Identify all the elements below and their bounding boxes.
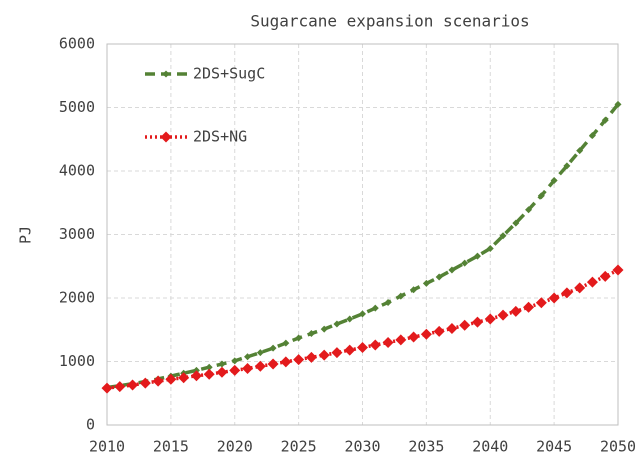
- data-point: [205, 363, 213, 371]
- data-point: [486, 244, 494, 252]
- legend-marker: [160, 131, 172, 143]
- y-tick-label: 5000: [59, 98, 95, 116]
- y-tick-label: 1000: [59, 352, 95, 370]
- data-point: [359, 310, 366, 318]
- data-point: [435, 273, 443, 281]
- legend-label: 2DS+SugC: [193, 65, 265, 83]
- data-point: [152, 375, 164, 387]
- data-point: [295, 334, 303, 342]
- data-point: [461, 259, 469, 267]
- data-point: [612, 264, 624, 276]
- data-point: [320, 325, 328, 333]
- data-point: [561, 287, 573, 299]
- data-point: [420, 328, 432, 340]
- data-point: [550, 177, 558, 185]
- data-point: [256, 349, 264, 357]
- data-point: [395, 334, 407, 346]
- data-point: [139, 377, 151, 389]
- data-point: [267, 358, 279, 370]
- data-point: [512, 219, 520, 227]
- data-point: [333, 320, 341, 328]
- data-point: [127, 379, 139, 391]
- data-point: [523, 301, 535, 313]
- data-point: [280, 356, 292, 368]
- data-point: [216, 366, 228, 378]
- y-tick-label: 2000: [59, 289, 95, 307]
- data-point: [563, 162, 571, 170]
- data-point: [229, 364, 241, 376]
- x-tick-label: 2020: [217, 438, 253, 456]
- x-tick-label: 2040: [472, 438, 508, 456]
- data-point: [369, 339, 381, 351]
- data-point: [101, 382, 113, 394]
- data-point: [307, 330, 315, 338]
- data-point: [459, 319, 471, 331]
- x-tick-label: 2010: [89, 438, 125, 456]
- data-point: [397, 292, 405, 300]
- data-point: [497, 309, 509, 321]
- data-point: [190, 370, 202, 382]
- data-point: [384, 298, 392, 306]
- data-point: [203, 368, 215, 380]
- data-point: [254, 360, 266, 372]
- y-tick-label: 0: [86, 416, 95, 434]
- data-point: [165, 373, 177, 385]
- data-point: [588, 131, 596, 139]
- x-tick-label: 2050: [600, 438, 636, 456]
- data-point: [410, 286, 418, 294]
- x-tick-label: 2015: [153, 438, 189, 456]
- y-axis-label: PJ: [17, 226, 35, 244]
- data-point: [614, 100, 622, 108]
- legend-marker: [162, 70, 170, 78]
- legend-label: 2DS+NG: [193, 128, 247, 146]
- data-point: [510, 305, 522, 317]
- x-tick-label: 2035: [408, 438, 444, 456]
- data-point: [574, 282, 586, 294]
- data-point: [433, 325, 445, 337]
- x-tick-label: 2025: [281, 438, 317, 456]
- data-point: [448, 266, 456, 274]
- plot-frame: [106, 43, 619, 426]
- series-line: [106, 103, 620, 390]
- data-point: [473, 252, 481, 260]
- data-point: [218, 360, 226, 368]
- data-point: [599, 270, 611, 282]
- data-point: [499, 232, 507, 240]
- data-point: [269, 344, 277, 352]
- data-point: [601, 116, 609, 124]
- data-point: [422, 279, 430, 287]
- data-point: [471, 316, 483, 328]
- data-point: [484, 313, 496, 325]
- data-point: [548, 292, 560, 304]
- data-point: [178, 372, 190, 384]
- data-point: [114, 381, 126, 393]
- data-point: [382, 336, 394, 348]
- y-tick-label: 4000: [59, 162, 95, 180]
- data-point: [331, 347, 343, 359]
- data-point: [242, 362, 254, 374]
- data-point: [408, 331, 420, 343]
- data-point: [537, 192, 545, 200]
- data-point: [535, 297, 547, 309]
- data-point: [371, 304, 379, 312]
- data-point: [282, 339, 290, 347]
- data-point: [357, 342, 368, 354]
- y-tick-label: 6000: [59, 35, 95, 53]
- data-point: [305, 351, 317, 363]
- data-point: [576, 147, 584, 155]
- x-tick-label: 2045: [536, 438, 572, 456]
- data-point: [244, 353, 252, 361]
- x-tick-label: 2030: [344, 438, 380, 456]
- data-point: [586, 276, 598, 288]
- y-tick-label: 3000: [59, 225, 95, 243]
- data-point: [346, 315, 354, 323]
- data-point: [293, 354, 305, 366]
- data-point: [446, 322, 458, 334]
- data-point: [231, 357, 239, 365]
- data-point: [318, 349, 330, 361]
- data-point: [344, 344, 356, 356]
- data-point: [525, 206, 533, 214]
- chart-title: Sugarcane expansion scenarios: [250, 12, 529, 31]
